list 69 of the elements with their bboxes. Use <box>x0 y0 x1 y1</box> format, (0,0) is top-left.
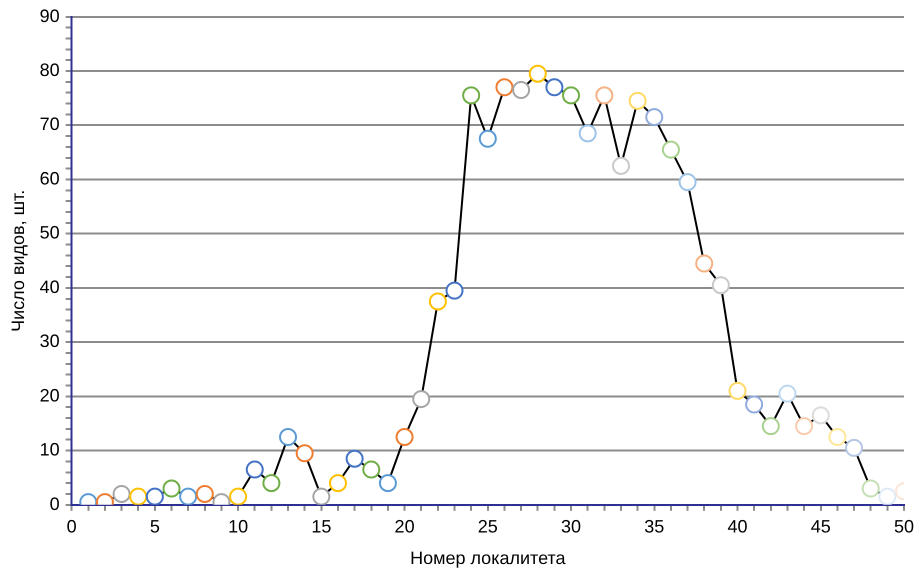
point <box>678 173 697 192</box>
point <box>462 86 480 104</box>
x-tick-label: 40 <box>728 516 748 537</box>
x-tick-label: 10 <box>228 516 248 537</box>
point <box>745 395 764 414</box>
point <box>662 140 680 159</box>
x-tick-label: 50 <box>894 516 914 537</box>
point <box>478 130 497 148</box>
point <box>562 86 580 104</box>
point <box>695 254 714 273</box>
point <box>196 484 214 503</box>
x-tick-label: 20 <box>394 516 415 537</box>
point <box>229 488 248 505</box>
point <box>328 474 347 492</box>
point <box>279 428 298 446</box>
x-tick-label: 30 <box>561 516 582 537</box>
point <box>595 86 614 104</box>
point <box>878 488 896 505</box>
y-tick-label: 70 <box>40 114 60 134</box>
point <box>262 474 280 492</box>
x-tick-label: 25 <box>478 516 498 537</box>
x-tick-label: 15 <box>311 516 332 537</box>
y-tick-label: 80 <box>40 60 60 80</box>
point <box>645 108 664 126</box>
point <box>112 484 131 503</box>
point <box>129 488 148 505</box>
point <box>628 92 647 110</box>
y-tick-label: 50 <box>40 222 60 243</box>
point <box>362 460 380 479</box>
x-tick-label: 35 <box>644 516 664 537</box>
point <box>179 488 198 505</box>
y-tick-label: 40 <box>40 276 60 297</box>
point <box>312 488 330 505</box>
point <box>428 292 447 310</box>
point <box>396 428 414 446</box>
x-tick-label: 45 <box>810 516 831 537</box>
point <box>412 390 430 408</box>
point <box>346 450 364 468</box>
y-tick-label: 0 <box>50 494 60 514</box>
point <box>845 438 864 457</box>
point <box>162 480 181 498</box>
point <box>146 488 164 505</box>
point <box>296 444 314 462</box>
point <box>762 417 780 436</box>
point <box>828 428 846 446</box>
point <box>512 81 530 99</box>
point <box>712 276 730 294</box>
point <box>378 474 397 492</box>
y-tick-label: 90 <box>40 6 60 26</box>
point <box>495 78 514 96</box>
point <box>246 460 264 479</box>
y-tick-label: 10 <box>40 440 60 460</box>
point <box>545 78 564 96</box>
point <box>778 384 796 403</box>
point <box>862 480 880 498</box>
y-axis-title: Число видов, шт. <box>8 190 28 332</box>
point <box>795 417 814 436</box>
x-axis-title: Номер локалитета <box>410 548 567 568</box>
y-tick-label: 30 <box>40 331 60 352</box>
x-tick-label: 0 <box>66 516 77 537</box>
x-tick-label: 5 <box>150 516 160 537</box>
y-tick-label: 20 <box>40 385 60 406</box>
point <box>528 64 547 83</box>
point <box>446 282 464 300</box>
point <box>728 382 747 400</box>
point <box>578 124 597 142</box>
point <box>812 406 830 424</box>
point <box>612 156 630 175</box>
y-tick-label: 60 <box>40 168 60 188</box>
